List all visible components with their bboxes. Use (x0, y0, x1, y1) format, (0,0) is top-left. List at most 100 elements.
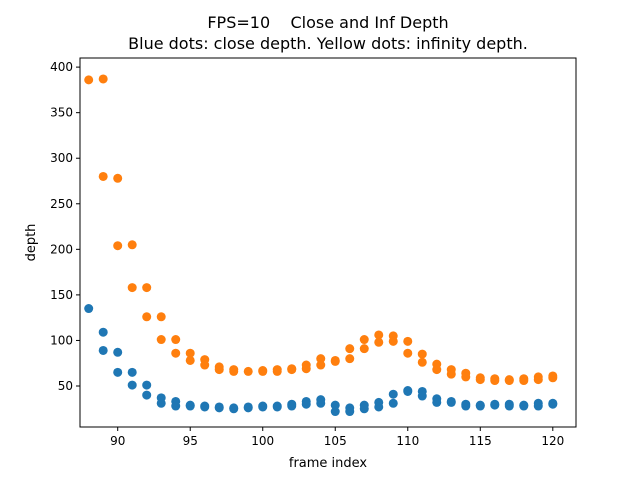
y-tick-label: 50 (58, 379, 73, 393)
infinity-depth-point (330, 356, 340, 366)
y-tick-label: 100 (50, 333, 73, 347)
infinity-depth-point (345, 354, 355, 364)
points-layer (84, 74, 558, 417)
close-depth-point (388, 389, 398, 399)
x-tick-label: 100 (251, 434, 274, 448)
infinity-depth-point (287, 365, 297, 375)
infinity-depth-point (98, 74, 108, 84)
infinity-depth-point (374, 337, 384, 347)
chart-title: FPS=10 Close and Inf Depth (207, 13, 448, 32)
infinity-depth-point (301, 364, 311, 374)
close-depth-point (301, 399, 311, 409)
y-tick-label: 350 (50, 106, 73, 120)
infinity-depth-point (156, 335, 166, 345)
infinity-depth-point (548, 373, 558, 383)
infinity-depth-point (127, 283, 137, 293)
y-tick-label: 150 (50, 288, 73, 302)
close-depth-point (98, 327, 108, 337)
infinity-depth-point (490, 376, 500, 386)
infinity-depth-point (417, 357, 427, 367)
close-depth-point (272, 402, 282, 412)
y-tick-label: 200 (50, 242, 73, 256)
infinity-depth-point (388, 336, 398, 346)
close-depth-point (142, 380, 152, 390)
infinity-depth-point (127, 240, 137, 250)
close-depth-point (374, 402, 384, 412)
x-tick-label: 110 (396, 434, 419, 448)
close-depth-point (214, 403, 224, 413)
close-depth-point (171, 401, 181, 411)
infinity-depth-point (171, 348, 181, 358)
close-depth-point (330, 407, 340, 417)
x-tick-label: 105 (324, 434, 347, 448)
infinity-depth-point (403, 348, 413, 358)
infinity-depth-point (229, 366, 239, 376)
close-depth-point (403, 386, 413, 396)
close-depth-point (548, 399, 558, 409)
infinity-depth-point (200, 360, 210, 370)
close-depth-point (243, 403, 253, 413)
y-axis-label: depth (24, 224, 39, 262)
infinity-depth-point (345, 344, 355, 354)
infinity-depth-point (519, 376, 529, 386)
ticks-layer: 90 95 100 105 110 115 120 50 100 150 200 250 300 350 4… (50, 60, 564, 448)
close-depth-point (519, 401, 529, 411)
x-axis-label: frame index (289, 456, 368, 471)
infinity-depth-point (113, 241, 123, 251)
close-depth-point (432, 397, 442, 407)
infinity-depth-point (156, 312, 166, 322)
close-depth-point (345, 407, 355, 417)
close-depth-point (127, 367, 137, 377)
close-depth-point (446, 397, 456, 407)
close-depth-point (156, 398, 166, 408)
close-depth-point (504, 401, 514, 411)
infinity-depth-point (403, 336, 413, 346)
close-depth-point (113, 347, 123, 357)
close-depth-point (359, 404, 369, 414)
close-depth-point (490, 400, 500, 410)
close-depth-point (316, 398, 326, 408)
infinity-depth-point (171, 335, 181, 345)
close-depth-point (200, 402, 210, 412)
infinity-depth-point (272, 366, 282, 376)
y-tick-label: 400 (50, 60, 73, 74)
close-depth-point (330, 400, 340, 410)
infinity-depth-point (113, 173, 123, 183)
infinity-depth-point (533, 375, 543, 385)
infinity-depth-point (316, 360, 326, 370)
x-tick-label: 90 (110, 434, 125, 448)
close-depth-point (287, 401, 297, 411)
chart-subtitle: Blue dots: close depth. Yellow dots: inf… (128, 34, 528, 53)
infinity-depth-point (185, 355, 195, 365)
infinity-depth-point (142, 312, 152, 322)
x-tick-label: 120 (541, 434, 564, 448)
close-depth-point (142, 390, 152, 400)
infinity-depth-point (461, 372, 471, 382)
infinity-depth-point (243, 366, 253, 376)
infinity-depth-point (504, 376, 514, 386)
infinity-depth-point (359, 344, 369, 354)
infinity-depth-point (475, 375, 485, 385)
close-depth-point (533, 401, 543, 411)
close-depth-point (98, 345, 108, 355)
infinity-depth-point (258, 366, 268, 376)
infinity-depth-point (185, 348, 195, 358)
y-tick-label: 300 (50, 151, 73, 165)
infinity-depth-point (98, 171, 108, 181)
infinity-depth-point (316, 354, 326, 364)
infinity-depth-point (417, 349, 427, 359)
plot-frame (79, 57, 577, 428)
x-tick-label: 95 (183, 434, 198, 448)
infinity-depth-point (374, 330, 384, 340)
infinity-depth-point (446, 369, 456, 379)
close-depth-point (229, 404, 239, 414)
x-tick-label: 115 (469, 434, 492, 448)
infinity-depth-point (84, 75, 94, 85)
close-depth-point (258, 402, 268, 412)
close-depth-point (113, 367, 123, 377)
close-depth-point (185, 401, 195, 411)
close-depth-point (475, 401, 485, 411)
close-depth-point (461, 401, 471, 411)
infinity-depth-point (359, 335, 369, 345)
